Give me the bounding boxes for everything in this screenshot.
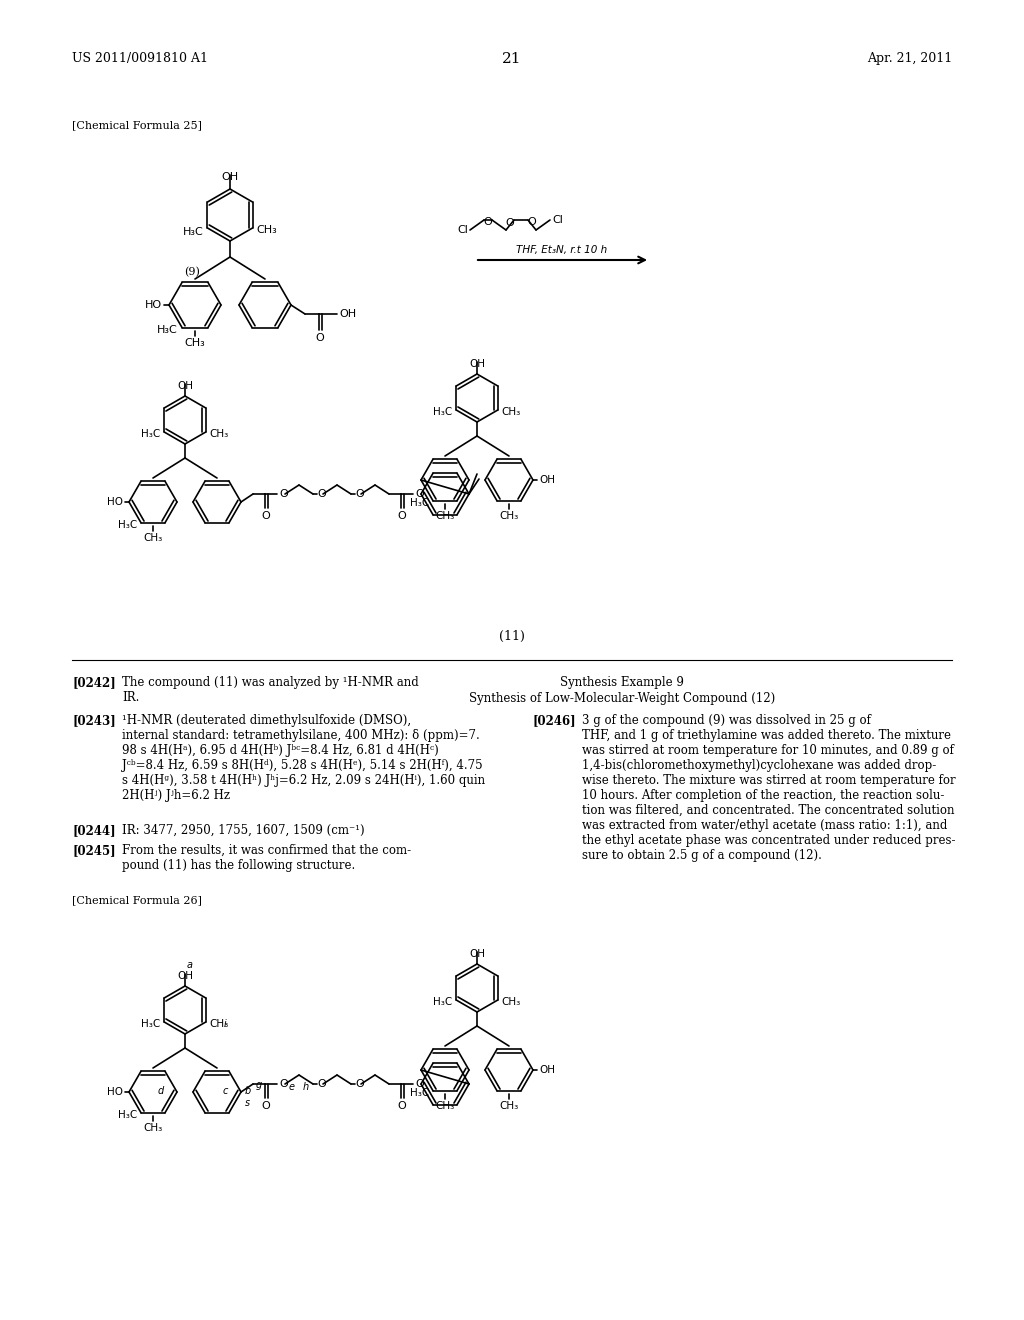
Text: CH₃: CH₃: [143, 1123, 163, 1133]
Text: [0242]: [0242]: [72, 676, 116, 689]
Text: [0245]: [0245]: [72, 843, 116, 857]
Text: OH: OH: [539, 475, 555, 484]
Text: s: s: [245, 1098, 250, 1107]
Text: IR: 3477, 2950, 1755, 1607, 1509 (cm⁻¹): IR: 3477, 2950, 1755, 1607, 1509 (cm⁻¹): [122, 824, 365, 837]
Text: [0243]: [0243]: [72, 714, 116, 727]
Text: c: c: [222, 1086, 227, 1096]
Text: O: O: [415, 488, 424, 499]
Text: [Chemical Formula 26]: [Chemical Formula 26]: [72, 895, 202, 906]
Text: O: O: [315, 333, 325, 343]
Text: THF, Et₃N, r.t 10 h: THF, Et₃N, r.t 10 h: [516, 246, 607, 255]
Text: OH: OH: [221, 172, 239, 182]
Text: OH: OH: [469, 949, 485, 960]
Text: O: O: [483, 216, 493, 227]
Text: ¹H-NMR (deuterated dimethylsulfoxide (DMSO),
internal standard: tetramethylsilan: ¹H-NMR (deuterated dimethylsulfoxide (DM…: [122, 714, 485, 803]
Text: From the results, it was confirmed that the com-
pound (11) has the following st: From the results, it was confirmed that …: [122, 843, 411, 873]
Text: OH: OH: [539, 1065, 555, 1074]
Text: US 2011/0091810 A1: US 2011/0091810 A1: [72, 51, 208, 65]
Text: CH₃: CH₃: [502, 997, 521, 1007]
Text: CH₃: CH₃: [435, 1101, 455, 1111]
Text: CH₃: CH₃: [500, 1101, 518, 1111]
Text: The compound (11) was analyzed by ¹H-NMR and
IR.: The compound (11) was analyzed by ¹H-NMR…: [122, 676, 419, 704]
Text: O: O: [261, 511, 270, 521]
Text: O: O: [355, 488, 364, 499]
Text: Apr. 21, 2011: Apr. 21, 2011: [866, 51, 952, 65]
Text: H₃C: H₃C: [118, 520, 137, 529]
Text: HO: HO: [106, 498, 123, 507]
Text: HO: HO: [106, 1086, 123, 1097]
Text: h: h: [303, 1082, 309, 1092]
Text: Synthesis Example 9: Synthesis Example 9: [560, 676, 684, 689]
Text: H₃C: H₃C: [433, 997, 453, 1007]
Text: [0246]: [0246]: [532, 714, 575, 727]
Text: O: O: [397, 1101, 407, 1111]
Text: CH₃: CH₃: [184, 338, 206, 348]
Text: H₃C: H₃C: [158, 325, 178, 334]
Text: 21: 21: [502, 51, 522, 66]
Text: CH₃: CH₃: [210, 429, 229, 440]
Text: H₃C: H₃C: [433, 407, 453, 417]
Text: Synthesis of Low-Molecular-Weight Compound (12): Synthesis of Low-Molecular-Weight Compou…: [469, 692, 775, 705]
Text: (9): (9): [184, 267, 200, 277]
Text: H₃C: H₃C: [141, 1019, 160, 1030]
Text: [0244]: [0244]: [72, 824, 116, 837]
Text: O: O: [355, 1078, 364, 1089]
Text: CH₃: CH₃: [143, 533, 163, 543]
Text: H₃C: H₃C: [118, 1110, 137, 1119]
Text: Cl: Cl: [457, 224, 468, 235]
Text: O: O: [279, 488, 288, 499]
Text: H₃C: H₃C: [141, 429, 160, 440]
Text: 3 g of the compound (9) was dissolved in 25 g of
THF, and 1 g of triethylamine w: 3 g of the compound (9) was dissolved in…: [582, 714, 955, 862]
Text: CH₃: CH₃: [257, 224, 278, 235]
Text: H₃C: H₃C: [182, 227, 204, 238]
Text: CH₃: CH₃: [500, 511, 518, 521]
Text: H₃C: H₃C: [410, 1088, 429, 1098]
Text: (11): (11): [499, 630, 525, 643]
Text: O: O: [415, 1078, 424, 1089]
Text: O: O: [261, 1101, 270, 1111]
Text: O: O: [317, 488, 326, 499]
Text: O: O: [397, 511, 407, 521]
Text: CH₃: CH₃: [210, 1019, 229, 1030]
Text: Cl: Cl: [552, 215, 563, 224]
Text: OH: OH: [339, 309, 356, 319]
Text: CH₃: CH₃: [435, 511, 455, 521]
Text: i: i: [224, 1019, 226, 1030]
Text: g: g: [256, 1080, 262, 1090]
Text: O: O: [506, 218, 514, 228]
Text: O: O: [527, 216, 537, 227]
Text: b: b: [245, 1086, 251, 1096]
Text: d: d: [158, 1086, 164, 1096]
Text: O: O: [317, 1078, 326, 1089]
Text: a: a: [187, 960, 193, 970]
Text: CH₃: CH₃: [502, 407, 521, 417]
Text: O: O: [279, 1078, 288, 1089]
Text: e: e: [289, 1082, 295, 1092]
Text: OH: OH: [177, 381, 193, 391]
Text: [Chemical Formula 25]: [Chemical Formula 25]: [72, 120, 202, 129]
Text: H₃C: H₃C: [410, 498, 429, 508]
Text: OH: OH: [469, 359, 485, 370]
Text: OH: OH: [177, 972, 193, 981]
Text: HO: HO: [144, 300, 162, 310]
